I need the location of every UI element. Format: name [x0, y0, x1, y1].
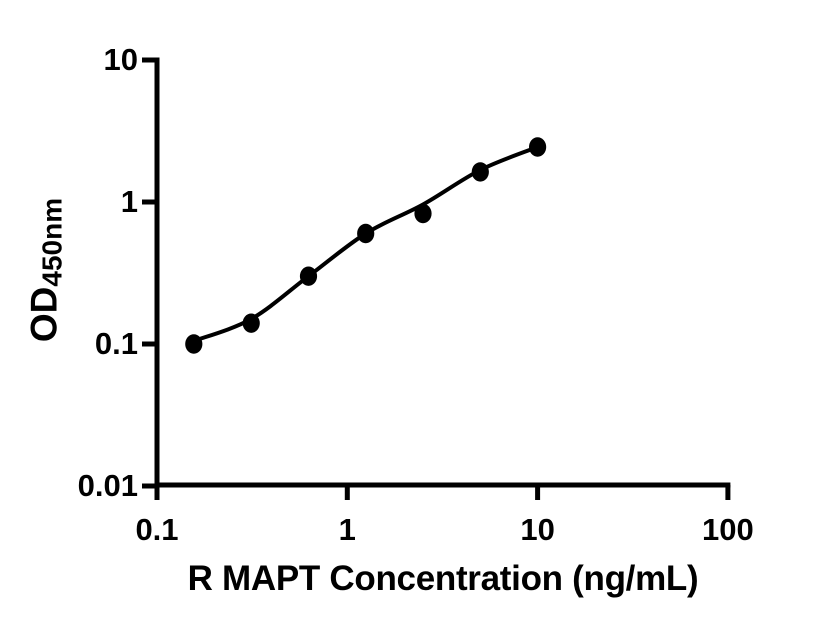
data-point [357, 223, 375, 244]
y-tick-label: 10 [104, 42, 138, 77]
x-tick-label: 1 [339, 512, 356, 547]
data-point [185, 334, 203, 354]
data-point [414, 203, 432, 224]
y-tick-label: 0.01 [78, 468, 138, 503]
data-point [242, 313, 260, 333]
y-tick-label: 0.1 [95, 326, 138, 361]
x-tick-label: 100 [702, 512, 754, 547]
x-tick-label: 10 [520, 512, 554, 547]
y-tick-label: 1 [121, 184, 138, 219]
y-axis-title-main: OD [23, 286, 65, 343]
x-tick-label: 0.1 [135, 512, 178, 547]
y-axis-title: OD450nm [24, 198, 69, 342]
data-point [529, 137, 547, 157]
x-axis-title: R MAPT Concentration (ng/mL) [187, 559, 699, 598]
data-point [471, 162, 489, 182]
data-point [299, 266, 318, 286]
y-axis-title-subscript: 450nm [36, 197, 68, 287]
